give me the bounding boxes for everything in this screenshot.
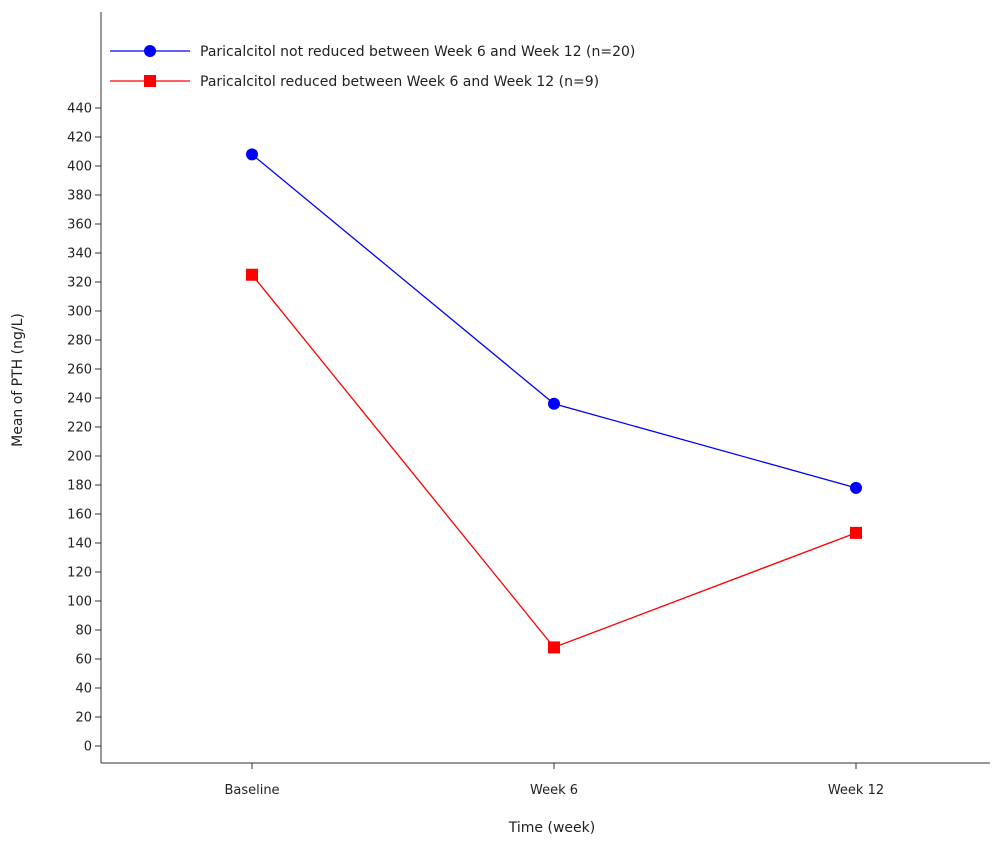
x-axis-ticks: Baseline Week 6 Week 12	[224, 763, 884, 798]
y-tick-label: 400	[67, 160, 92, 175]
x-tick-label: Week 12	[828, 783, 884, 798]
y-tick-label: 20	[75, 711, 92, 726]
y-tick-label: 180	[67, 479, 92, 494]
series-1	[246, 148, 862, 494]
series-line	[251, 153, 857, 489]
y-tick-label: 300	[67, 305, 92, 320]
y-tick-label: 220	[67, 421, 92, 436]
legend-marker	[144, 45, 156, 57]
y-tick-label: 200	[67, 450, 92, 465]
y-tick-label: 160	[67, 508, 92, 523]
y-tick-label: 340	[67, 247, 92, 262]
y-tick-label: 40	[75, 682, 92, 697]
y-tick-label: 100	[67, 595, 92, 610]
data-point	[246, 148, 258, 161]
y-tick-label: 260	[67, 363, 92, 378]
data-point	[850, 481, 862, 494]
y-tick-label: 380	[67, 189, 92, 204]
data-point	[548, 397, 560, 410]
data-point	[850, 526, 862, 539]
y-tick-label: 140	[67, 537, 92, 552]
legend-marker	[144, 75, 156, 87]
legend: Paricalcitol not reduced between Week 6 …	[110, 44, 635, 90]
y-tick-label: 320	[67, 276, 92, 291]
y-axis-ticks: 0 20 40 60 80 100 120 140 160 180 200 220 240 260 280 3…	[67, 102, 101, 755]
y-tick-label: 280	[67, 334, 92, 349]
series-line	[251, 274, 857, 649]
data-point	[548, 641, 560, 654]
y-tick-label: 0	[84, 740, 92, 755]
legend-item: Paricalcitol not reduced between Week 6 …	[110, 44, 635, 60]
x-tick-label: Week 6	[530, 783, 578, 798]
y-tick-label: 120	[67, 566, 92, 581]
legend-label: Paricalcitol reduced between Week 6 and …	[200, 74, 599, 90]
y-tick-label: 440	[67, 102, 92, 117]
y-tick-label: 420	[67, 131, 92, 146]
axes	[100, 12, 990, 764]
legend-label: Paricalcitol not reduced between Week 6 …	[200, 44, 635, 60]
y-tick-label: 80	[75, 624, 92, 639]
y-tick-label: 360	[67, 218, 92, 233]
y-axis-title: Mean of PTH (ng/L)	[10, 313, 26, 447]
x-tick-label: Baseline	[224, 783, 279, 798]
legend-item: Paricalcitol reduced between Week 6 and …	[110, 74, 599, 90]
series-layer	[246, 148, 862, 654]
y-tick-label: 60	[75, 653, 92, 668]
x-axis-title: Time (week)	[508, 820, 595, 836]
series-2	[246, 268, 862, 654]
data-point	[246, 268, 258, 281]
y-tick-label: 240	[67, 392, 92, 407]
